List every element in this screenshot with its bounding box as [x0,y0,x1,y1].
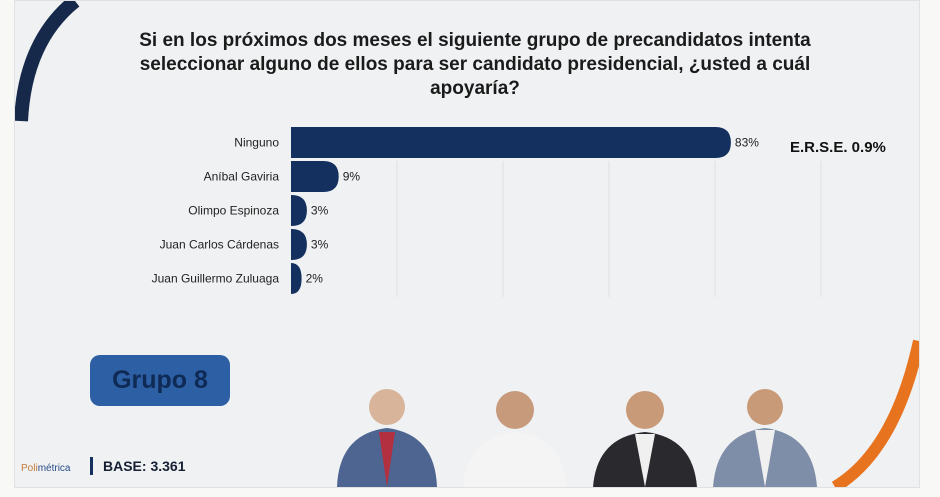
group-badge: Grupo 8 [90,355,230,406]
sample-base: BASE: 3.361 [90,457,185,475]
value-label: 3% [311,238,329,252]
value-label: 83% [735,136,759,150]
candidate-photo [463,391,567,487]
value-label: 2% [306,272,324,286]
margin-of-error: E.R.S.E. 0.9% [790,139,886,156]
decorative-arcs [15,1,919,487]
category-label: Aníbal Gaviria [204,170,280,184]
bar [291,127,731,158]
slide: Ninguno 83% Aníbal Gaviria 9% Olimpo Espinoz… [14,0,920,488]
candidate-photo [593,391,697,487]
category-label: Juan Guillermo Zuluaga [152,272,280,286]
candidate-photo [713,389,817,487]
decorative-arc-orange [831,339,919,487]
candidate-photo [337,389,437,487]
category-label: Olimpo Espinoza [188,204,279,218]
bar-chart: Ninguno 83% Aníbal Gaviria 9% Olimpo Espinoz… [152,127,822,297]
bar [291,263,302,294]
decorative-arc [15,1,80,122]
category-label: Ninguno [234,136,279,150]
chart-title: Si en los próximos dos meses el siguient… [139,30,811,99]
value-label: 3% [311,204,329,218]
bar [291,229,307,260]
category-label: Juan Carlos Cárdenas [160,238,279,252]
bar [291,195,307,226]
bar [291,161,339,192]
value-label: 9% [343,170,361,184]
polimetrica-logo: Polimétrica [21,463,71,474]
